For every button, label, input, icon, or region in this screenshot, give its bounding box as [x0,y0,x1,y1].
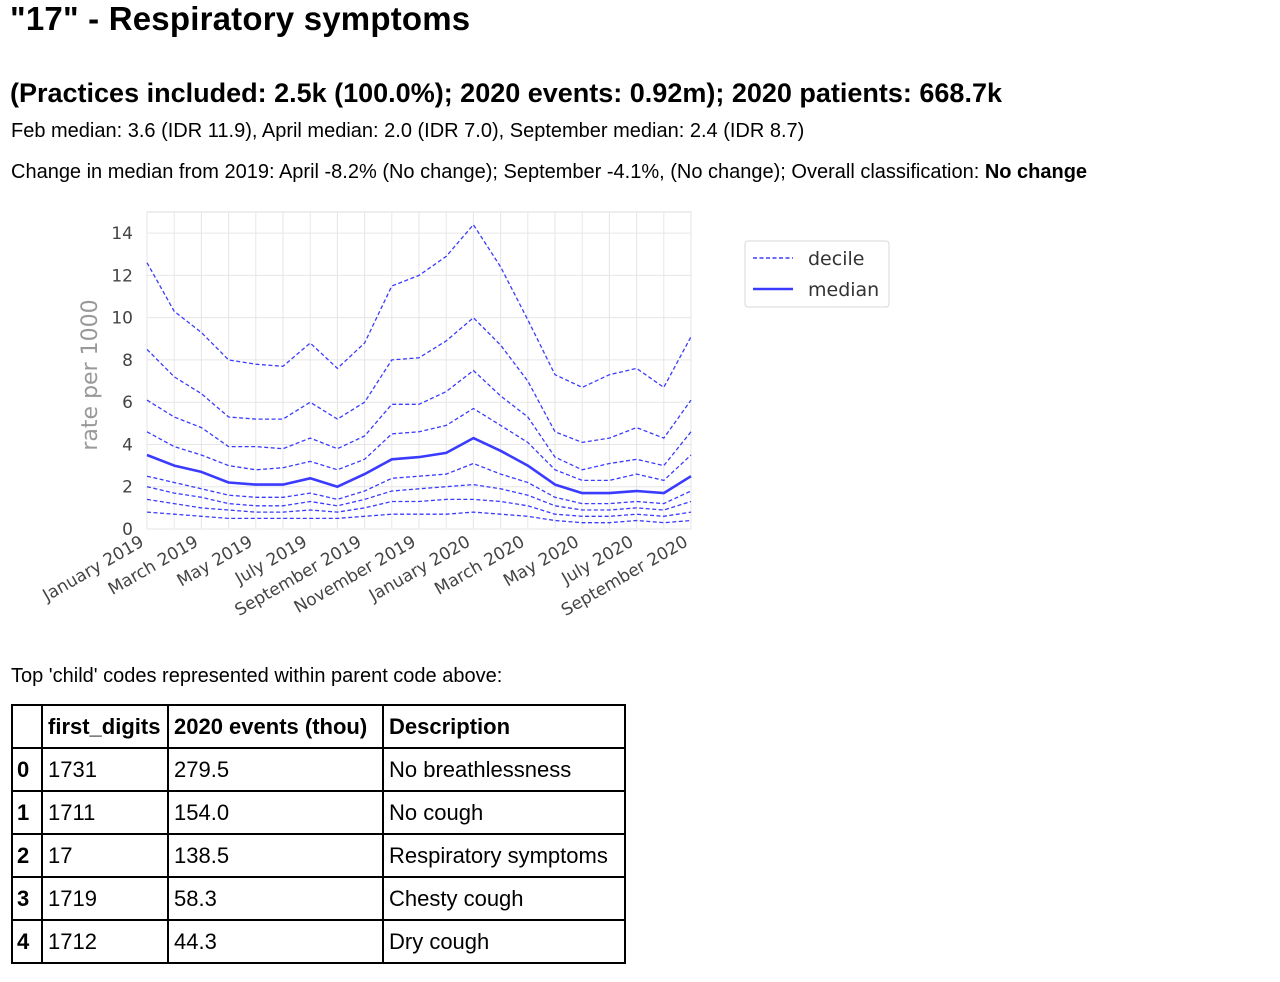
cell-description: No cough [382,790,626,835]
summary-heading: (Practices included: 2.5k (100.0%); 2020… [10,78,1002,108]
header-events: 2020 events (thou) [167,704,384,749]
cell-first-digits: 1719 [41,876,169,921]
table-row: 3 1719 58.3 Chesty cough [11,876,626,921]
y-tick-label: 14 [111,224,133,244]
decile-line [146,224,692,389]
decile-line [146,483,692,511]
table-row: 1 1711 154.0 No cough [11,790,626,835]
change-line: Change in median from 2019: April -8.2% … [11,161,1087,184]
page-title: "17" - Respiratory symptoms [10,0,471,37]
decile-line [146,369,692,471]
cell-description: Dry cough [382,919,626,964]
y-tick-label: 2 [122,478,133,498]
decile-line [146,462,692,505]
chart-series [146,224,692,524]
cell-first-digits: 1712 [41,919,169,964]
cell-description: No breathlessness [382,747,626,792]
row-index: 1 [11,790,43,835]
header-first-digits: first_digits [41,704,169,749]
y-tick-label: 6 [122,393,133,413]
y-tick-label: 4 [122,435,133,455]
table-row: 4 1712 44.3 Dry cough [11,919,626,964]
chart-grid [146,212,692,530]
chart-legend: decile median [744,240,890,308]
cell-events: 154.0 [167,790,384,835]
overall-classification: No change [984,161,1088,183]
y-tick-label: 8 [122,351,133,371]
child-codes-heading: Top 'child' codes represented within par… [11,665,503,687]
cell-events: 44.3 [167,919,384,964]
y-axis-label: rate per 1000 [78,299,103,450]
cell-description: Chesty cough [382,876,626,921]
cell-events: 279.5 [167,747,384,792]
change-text: Change in median from 2019: April -8.2% … [11,161,985,183]
legend-label-median: median [808,279,879,301]
cell-first-digits: 17 [41,833,169,878]
decile-line [146,317,692,444]
medians-line: Feb median: 3.6 (IDR 11.9), April median… [11,120,805,142]
y-tick-label: 10 [111,309,133,329]
table-header-row: first_digits 2020 events (thou) Descript… [11,704,626,749]
decile-line [146,407,692,482]
decile-line [146,498,692,517]
cell-events: 58.3 [167,876,384,921]
cell-first-digits: 1711 [41,790,169,835]
y-tick-labels: 0 2 4 6 8 10 12 14 [111,224,133,540]
y-tick-label: 12 [111,266,133,286]
median-line [146,436,692,495]
row-index: 2 [11,833,43,878]
cell-first-digits: 1731 [41,747,169,792]
table-row: 2 17 138.5 Respiratory symptoms [11,833,626,878]
child-codes-table: first_digits 2020 events (thou) Descript… [11,704,626,964]
header-description: Description [382,704,626,749]
cell-events: 138.5 [167,833,384,878]
row-index: 0 [11,747,43,792]
y-tick-label: 0 [122,520,133,540]
table-row: 0 1731 279.5 No breathlessness [11,747,626,792]
legend-label-decile: decile [808,248,864,270]
row-index: 3 [11,876,43,921]
cell-description: Respiratory symptoms [382,833,626,878]
header-index [11,704,43,749]
row-index: 4 [11,919,43,964]
